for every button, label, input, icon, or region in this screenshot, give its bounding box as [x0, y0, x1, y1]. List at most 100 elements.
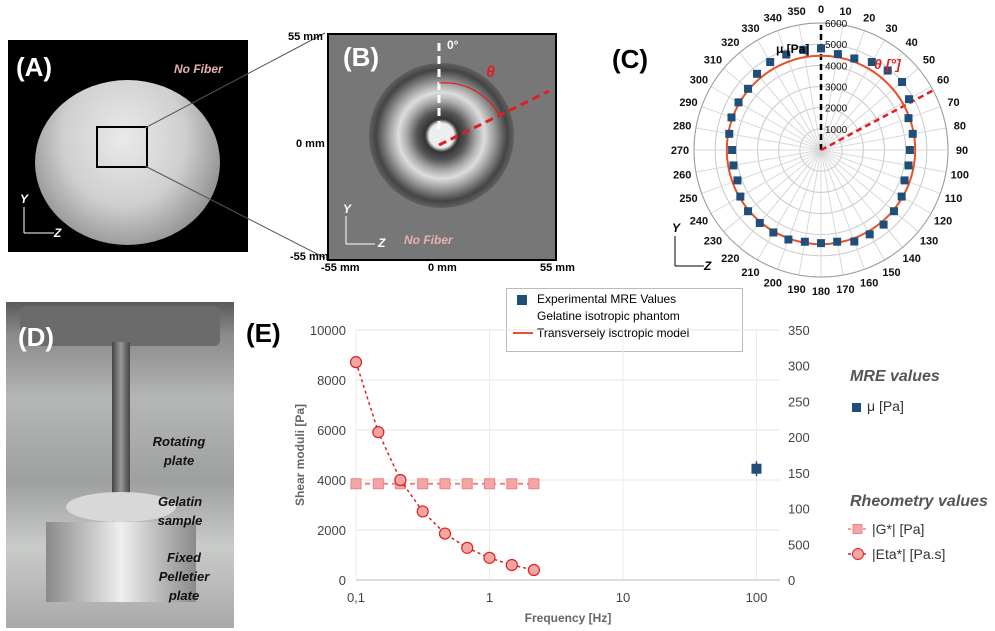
polar-spoke	[820, 149, 941, 194]
panel-c-axes-arrows	[674, 236, 704, 267]
polar-spoke	[820, 24, 844, 151]
polar-spoke	[738, 52, 822, 151]
polar-angle-tick: 80	[954, 121, 966, 133]
y-axis-title: Shear moduli [Pa]	[293, 404, 307, 506]
polar-point	[736, 192, 745, 201]
polar-point	[900, 176, 909, 185]
polar-point	[908, 129, 917, 138]
panel-b-xtick-right: 55 mm	[540, 262, 575, 274]
polar-angle-tick: 180	[812, 286, 830, 298]
panel-b-overlay	[437, 43, 550, 147]
x-tick-label: 100	[746, 590, 768, 605]
polar-radial-tick: 4000	[825, 61, 848, 72]
polar-angle-tick: 310	[704, 54, 722, 66]
polar-angle-tick: 280	[673, 121, 691, 133]
eta-point	[416, 505, 429, 518]
y-tick-label: 6000	[317, 423, 346, 438]
x-tick-label: 0,1	[347, 590, 365, 605]
polar-point	[850, 54, 859, 63]
legend-item-mre: Experimental MRE Values	[537, 292, 677, 306]
y2-tick-label: 1000	[788, 502, 810, 517]
frequency-chart: 0 2000 4000 6000 8000 10000 0 500 1000 1500 2000 25…	[293, 323, 810, 625]
polar-angle-tick: 330	[741, 23, 759, 35]
g-point	[439, 478, 451, 490]
polar-angle-tick: 340	[764, 13, 782, 25]
polar-radial-tick: 2000	[825, 104, 848, 115]
panel-b-axes-arrows	[345, 216, 375, 245]
polar-angle-tick: 290	[679, 97, 697, 109]
panel-d-image	[6, 302, 234, 628]
y-tick-label: 4000	[317, 473, 346, 488]
polar-spoke	[701, 106, 822, 151]
x-tick-label: 1	[486, 590, 493, 605]
polar-theta-line	[820, 89, 934, 152]
polar-point	[904, 114, 913, 123]
legend-g-item: |G*| [Pa]	[872, 521, 925, 537]
polar-angle-tick: 60	[937, 75, 949, 87]
y2-tick-label: 2000	[788, 430, 810, 445]
polar-angle-tick: 170	[836, 284, 854, 296]
panel-b-ytick-bottom: -55 mm	[290, 251, 329, 263]
eta-point	[483, 551, 496, 564]
polar-angle-tick: 70	[947, 97, 959, 109]
polar-point	[905, 146, 914, 154]
panel-b-theta: θ	[486, 64, 495, 81]
panel-a-axis-z: Z	[54, 226, 62, 240]
polar-spoke	[820, 149, 919, 233]
panel-c-letter: (C)	[612, 44, 649, 74]
y-tick-label: 2000	[317, 523, 346, 538]
polar-angle-tick: 40	[906, 37, 918, 49]
polar-angle-tick: 190	[787, 284, 805, 296]
polar-point	[744, 84, 753, 93]
polar-point	[867, 58, 876, 67]
legend-mre-item: μ [Pa]	[867, 398, 904, 414]
polar-angle-tick: 220	[721, 253, 739, 265]
y2-tick-label: 0	[788, 573, 795, 588]
polar-point	[728, 146, 737, 154]
panel-b-xtick-left: -55 mm	[321, 262, 360, 274]
polar-point	[769, 228, 778, 237]
polar-point	[898, 77, 907, 86]
y2-tick-label: 3000	[788, 359, 810, 374]
polar-angle-tick: 250	[679, 193, 697, 205]
polar-angle-tick: 100	[951, 169, 969, 181]
polar-theta-label: θ [°]	[874, 56, 901, 72]
polar-point	[883, 66, 892, 75]
panel-b-ytick-top: 55 mm	[288, 31, 323, 43]
legend-marker-mre	[517, 295, 527, 305]
polar-angle-tick: 150	[882, 267, 900, 279]
legend-mre-title: MRE values	[850, 368, 940, 385]
polar-angle-tick: 210	[741, 267, 759, 279]
panel-b-note: No Fiber	[404, 233, 453, 247]
polar-mu-label: μ [Pa]	[776, 42, 810, 56]
panel-a-letter: (A)	[16, 52, 53, 82]
polar-spoke	[710, 86, 822, 151]
polar-point	[904, 95, 913, 104]
eta-point	[372, 426, 385, 439]
polar-spoke	[820, 106, 941, 151]
polar-angle-tick: 260	[673, 169, 691, 181]
panel-b-ytick-mid: 0 mm	[296, 138, 325, 150]
polar-angle-tick: 50	[923, 54, 935, 66]
polar-point	[879, 220, 888, 229]
polar-point	[865, 230, 874, 239]
panel-d-label-rotating: Rotating plate	[152, 434, 206, 468]
polar-radial-tick: 1000	[825, 125, 848, 136]
polar-angle-tick: 30	[885, 23, 897, 35]
legend-eta-marker	[848, 548, 868, 560]
y-tick-label: 0	[339, 573, 346, 588]
legend-g-marker	[848, 524, 868, 534]
polar-spoke	[820, 30, 865, 151]
polar-point	[727, 113, 736, 122]
y2-tick-label: 500	[788, 537, 810, 552]
polar-spoke	[820, 149, 904, 248]
polar-spoke	[777, 149, 822, 270]
polar-point	[889, 207, 898, 216]
zoom-lines	[144, 32, 326, 259]
y2-tick-label: 1500	[788, 466, 810, 481]
x-tick-label: 10	[616, 590, 630, 605]
polar-angle-tick: 230	[704, 236, 722, 248]
g-point	[528, 478, 540, 490]
polar-angle-tick: 110	[945, 193, 963, 205]
